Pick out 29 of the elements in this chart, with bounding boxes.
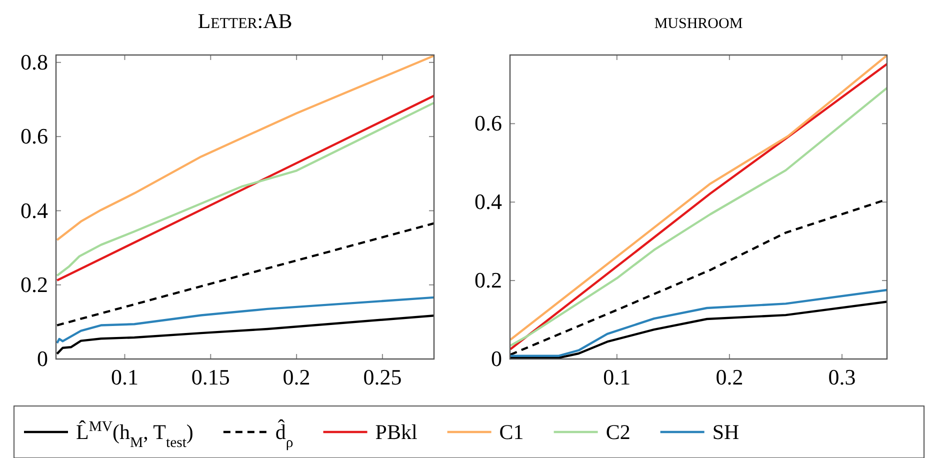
legend-label: SH: [712, 420, 740, 444]
y-tick-label: 0.6: [20, 124, 48, 149]
line-series: [56, 314, 434, 355]
line-series: [56, 54, 434, 242]
x-tick-label: 0.15: [191, 364, 230, 390]
y-tick-label: 0.4: [20, 198, 48, 223]
x-tick-label: 0.2: [716, 364, 744, 390]
legend-label: L̂$^{MV}$(h$_{M}$, T$_{test}$): [76, 419, 194, 451]
chart-title: Letter:AB: [198, 9, 292, 33]
line-series: [510, 300, 887, 359]
line-series: [510, 288, 887, 357]
chart-title: mushroom: [654, 9, 743, 33]
y-tick-label: 0.4: [474, 189, 502, 214]
x-tick-label: 0.1: [110, 364, 138, 390]
x-tick-label: 0.3: [828, 364, 856, 390]
y-tick-label: 0: [37, 346, 48, 372]
legend-label: C1: [499, 420, 524, 444]
y-tick-label: 0.8: [20, 49, 48, 74]
x-tick-label: 0.2: [282, 364, 310, 390]
x-tick-label: 0.1: [603, 364, 631, 390]
legend-label: d̂$_{ρ}$: [275, 419, 294, 451]
x-tick-label: 0.25: [363, 364, 402, 390]
y-tick-label: 0.6: [474, 110, 502, 136]
y-tick-label: 0.2: [474, 268, 502, 293]
legend-label: PBkl: [375, 420, 418, 444]
legend-label: C2: [606, 420, 630, 444]
line-series: [56, 296, 434, 344]
y-tick-label: 0.2: [20, 272, 48, 297]
y-tick-label: 0: [491, 346, 502, 372]
